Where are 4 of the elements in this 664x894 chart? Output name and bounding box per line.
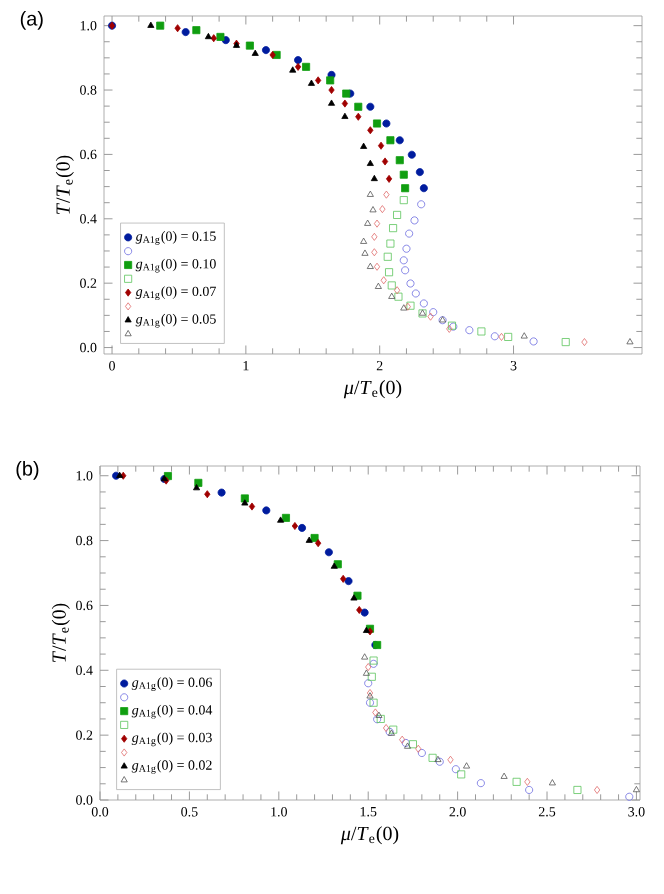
chart-title: (a)	[20, 11, 43, 30]
x-axis-title: μ/T$_{e}$(0)	[340, 826, 399, 845]
x-axis-title: μ/T$_{e}$(0)	[343, 380, 402, 399]
chart-title: (b)	[16, 461, 39, 480]
